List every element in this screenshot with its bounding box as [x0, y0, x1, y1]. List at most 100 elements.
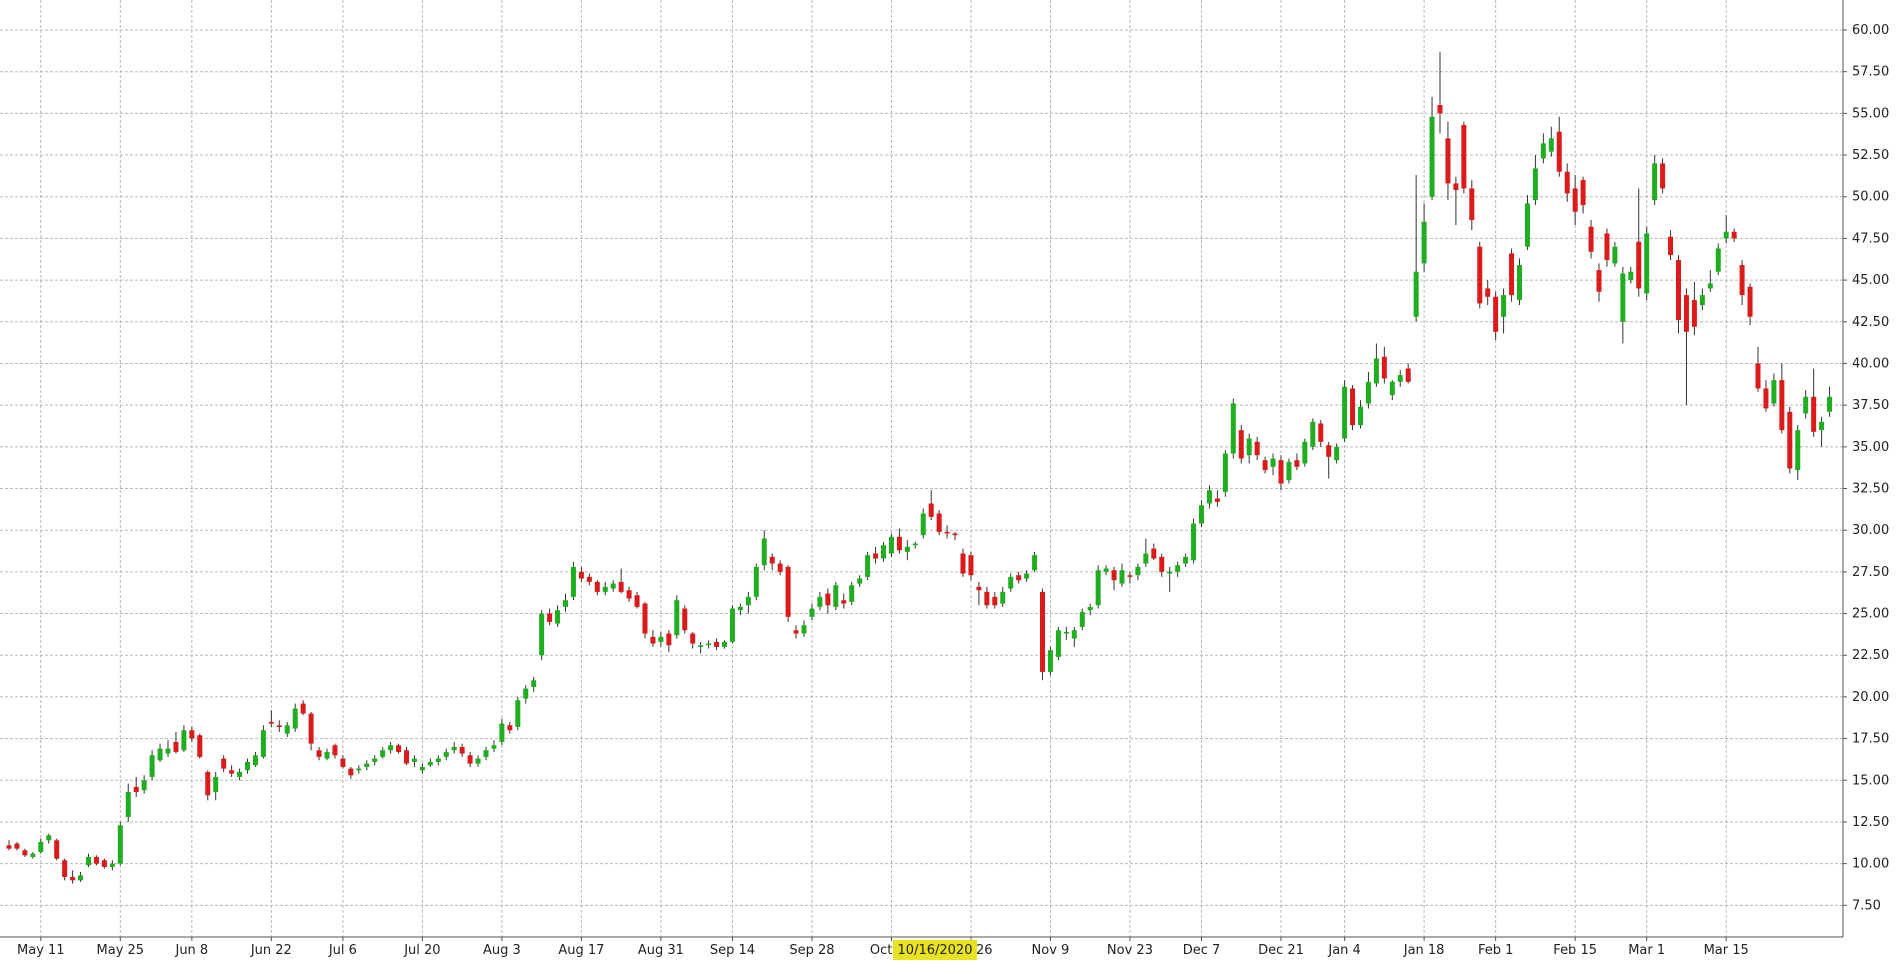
- candle-body: [396, 745, 402, 752]
- candle-body: [1032, 555, 1038, 571]
- candle-body: [1556, 131, 1562, 172]
- candle-body: [833, 585, 839, 607]
- candle-body: [117, 825, 123, 864]
- candle-body: [324, 751, 330, 759]
- candle-body: [1421, 221, 1427, 264]
- y-tick-label: 55.00: [1852, 106, 1889, 121]
- candle-body: [1580, 180, 1586, 206]
- x-tick-label: Nov 23: [1107, 943, 1153, 958]
- candle-body: [284, 725, 290, 734]
- y-tick-label: 30.00: [1852, 523, 1889, 538]
- candle-body: [70, 876, 76, 881]
- candle-body: [300, 703, 306, 714]
- candle-body: [181, 730, 187, 751]
- y-tick-label: 37.50: [1852, 398, 1889, 413]
- candle-body: [1803, 396, 1809, 414]
- candle-body: [109, 863, 115, 867]
- candle-body: [1628, 271, 1634, 281]
- x-tick-label: Jul 6: [328, 943, 357, 958]
- candle-body: [1191, 523, 1197, 561]
- candle-body: [245, 761, 250, 771]
- candle-body: [809, 608, 815, 617]
- x-tick-label: Dec 7: [1183, 943, 1221, 958]
- x-tick-label: Aug 31: [638, 943, 684, 958]
- candle-body: [650, 636, 656, 644]
- y-tick-label: 7.50: [1852, 898, 1881, 913]
- candle-body: [1461, 125, 1467, 189]
- candle-body: [189, 730, 195, 739]
- candle-body: [1668, 236, 1674, 256]
- candle-body: [682, 608, 688, 631]
- candle-body: [1413, 271, 1419, 317]
- candle-body: [1827, 396, 1833, 412]
- candle-body: [952, 533, 958, 536]
- y-tick-label: 60.00: [1852, 23, 1889, 38]
- y-tick-label: 15.00: [1852, 773, 1889, 788]
- candle-body: [1047, 650, 1053, 672]
- candle-body: [507, 725, 513, 731]
- candle-body: [865, 555, 871, 577]
- candle-body: [881, 545, 886, 559]
- candle-body: [1540, 143, 1546, 159]
- crosshair-label-box: [893, 940, 977, 960]
- candle-body: [896, 536, 902, 551]
- candle-body: [753, 566, 759, 597]
- y-tick-label: 32.50: [1852, 482, 1889, 497]
- candle-body: [1214, 498, 1220, 502]
- candle-body: [1771, 380, 1777, 404]
- candle-body: [1270, 458, 1276, 467]
- candle-body: [539, 613, 545, 656]
- candle-body: [729, 608, 735, 642]
- candle-body: [1262, 460, 1268, 471]
- y-tick-label: 12.50: [1852, 815, 1889, 830]
- candle-body: [1532, 168, 1538, 201]
- candle-body: [6, 845, 12, 849]
- y-tick-label: 57.50: [1852, 65, 1889, 80]
- candle-body: [976, 586, 982, 591]
- candle-body: [499, 723, 505, 742]
- candle-body: [332, 745, 338, 756]
- candle-body: [1000, 591, 1006, 604]
- y-tick-label: 45.00: [1852, 273, 1889, 288]
- candle-body: [1365, 381, 1371, 404]
- candle-body: [690, 633, 696, 644]
- candle-body: [745, 596, 751, 606]
- candle-body: [30, 853, 36, 857]
- candle-body: [133, 786, 139, 792]
- candle-body: [1548, 138, 1554, 152]
- candle-body: [229, 770, 235, 774]
- candle-body: [1342, 386, 1348, 439]
- candle-body: [626, 590, 632, 599]
- candle-body: [570, 566, 576, 597]
- candle-body: [801, 625, 807, 634]
- candle-body: [1167, 571, 1173, 574]
- candle-body: [1755, 363, 1761, 389]
- candle-body: [1429, 116, 1435, 197]
- candle-body: [698, 645, 704, 647]
- candle-body: [1334, 446, 1340, 461]
- candle-body: [125, 791, 131, 817]
- candle-body: [586, 576, 592, 582]
- candle-body: [348, 768, 354, 776]
- candle-body: [451, 746, 457, 751]
- candle-body: [1691, 300, 1697, 327]
- candle-body: [1699, 295, 1705, 306]
- candle-body: [1286, 461, 1292, 481]
- candle-body: [292, 708, 298, 729]
- candle-body: [1707, 283, 1713, 289]
- candle-body: [93, 856, 99, 864]
- candle-body: [252, 755, 258, 766]
- candle-body: [928, 503, 934, 517]
- candle-body: [1739, 265, 1745, 296]
- candle-body: [1254, 441, 1260, 456]
- x-tick-label: Nov 9: [1032, 943, 1070, 958]
- candle-body: [777, 563, 783, 572]
- candle-body: [364, 763, 370, 767]
- candle-body: [1103, 568, 1109, 572]
- candle-body: [618, 581, 624, 592]
- candle-body: [1294, 460, 1300, 467]
- candle-body: [1389, 381, 1395, 396]
- candle-body: [706, 643, 712, 646]
- candle-body: [1373, 358, 1379, 384]
